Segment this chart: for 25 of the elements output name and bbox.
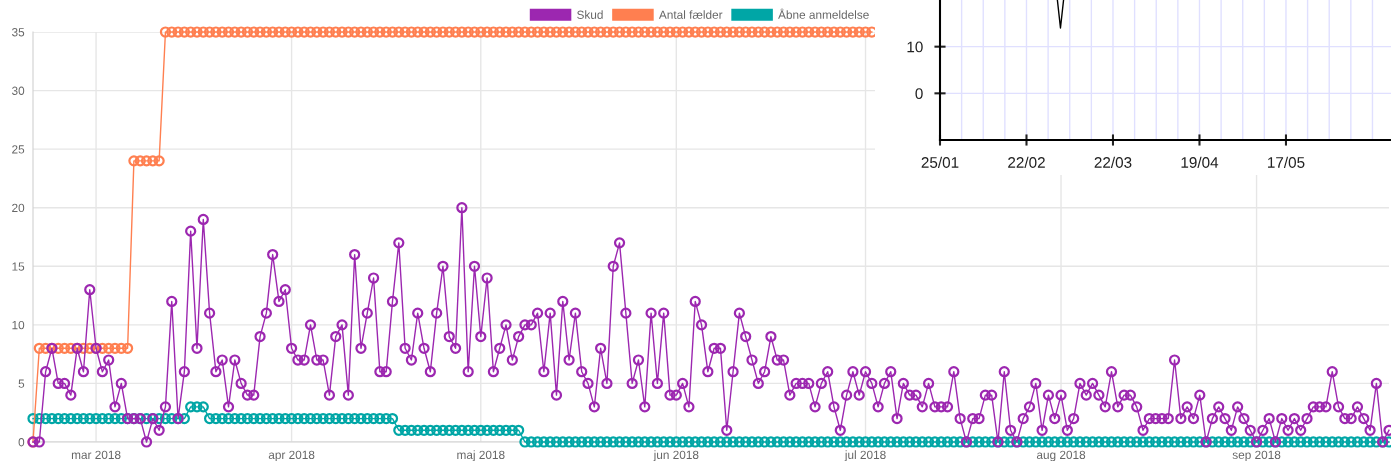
y-tick-label: 20 — [12, 203, 25, 213]
x-tick-label: apr 2018 — [268, 450, 315, 461]
y-tick-label: 25 — [12, 145, 25, 154]
x-tick-label: jul 2018 — [844, 450, 886, 461]
y-tick-label: 30 — [11, 86, 25, 95]
y-tick-label: 5 — [18, 379, 25, 388]
legend-label: Skud — [577, 10, 603, 19]
x-tick-label: aug 2018 — [1036, 450, 1086, 461]
x-tick-label: mar 2018 — [71, 450, 121, 459]
x-tick-label: jun 2018 — [653, 450, 699, 461]
x-tick-label: sep 2018 — [1232, 450, 1281, 461]
x-tick-label: maj 2018 — [457, 450, 505, 461]
x-tick-label: 22/02 — [1008, 156, 1045, 168]
x-tick-label: 22/03 — [1094, 156, 1132, 168]
y-tick-label: 35 — [11, 28, 25, 37]
y-tick-label: 0 — [18, 438, 25, 447]
legend-label: Antal fælder — [658, 10, 723, 19]
x-tick-label: 19/04 — [1181, 156, 1219, 168]
y-tick-label: 10 — [907, 41, 923, 53]
legend-label: Åbne anmeldelse — [778, 8, 869, 19]
y-tick-label: 0 — [915, 88, 923, 100]
x-tick-label: 25/01 — [921, 156, 959, 168]
y-tick-label: 15 — [12, 262, 25, 271]
x-tick-label: 17/05 — [1268, 156, 1305, 168]
y-tick-label: 10 — [12, 320, 25, 330]
